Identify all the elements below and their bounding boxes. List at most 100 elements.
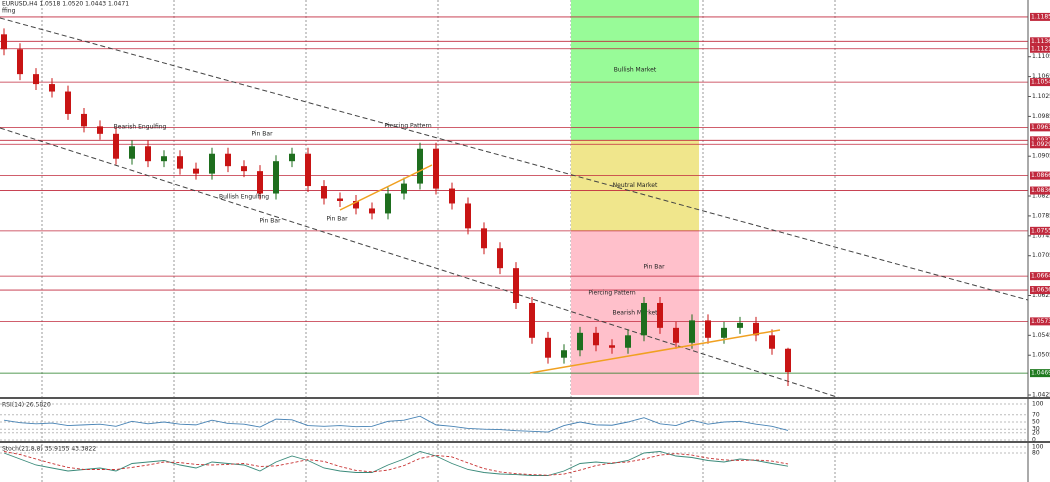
candles	[1, 28, 791, 387]
indicator-line	[3, 451, 789, 476]
candle-body	[465, 203, 471, 229]
candle-body	[449, 188, 455, 204]
level-label-box	[1030, 171, 1050, 180]
candle-body	[241, 166, 247, 172]
candle-body	[689, 320, 695, 343]
candle-body	[273, 161, 279, 194]
y-tick-label: 1.0825	[1032, 193, 1050, 200]
pattern-annotation: Pin Bar	[259, 218, 281, 225]
level-label: 1.0573	[1031, 318, 1050, 325]
pattern-annotation: Bearish Engulfing	[114, 124, 167, 131]
y-tick-label: 1.0785	[1032, 212, 1050, 219]
y-tick-label: 1.0745	[1032, 232, 1050, 239]
candle-body	[97, 126, 103, 134]
candle-body	[161, 156, 167, 162]
level-label-box	[1030, 123, 1050, 132]
candle-body	[577, 332, 583, 351]
level-label: 1.0963	[1031, 124, 1050, 131]
grid	[0, 16, 1028, 374]
candle-body	[353, 200, 359, 209]
chart-title: EURUSD,H4 1.0518 1.0520 1.0443 1.0471	[2, 1, 129, 8]
candle-body	[561, 350, 567, 358]
zone-label: Bearish Market	[612, 309, 658, 316]
candle-body	[369, 208, 375, 214]
level-label-box	[1030, 272, 1050, 281]
level-label: 1.1054	[1031, 79, 1050, 86]
zones: Bullish Market Neutral Market Bearish Mark…	[571, 0, 699, 396]
candle-body	[289, 153, 295, 162]
annotations: Bearish Engulfing Pin Bar Piercing Pattern…	[114, 123, 665, 297]
zone-label: Bullish Market	[614, 67, 657, 74]
level-label: 1.0929	[1031, 141, 1050, 148]
candle-body	[673, 327, 679, 343]
candle-body	[593, 332, 599, 346]
market-zone	[571, 0, 699, 141]
indicator-tick-label: 70	[1032, 411, 1040, 418]
level-label: 1.1185	[1031, 13, 1050, 20]
candle-body	[193, 168, 199, 174]
candle-body	[609, 345, 615, 348]
y-tick-label: 1.1065	[1032, 73, 1050, 80]
level-label-box	[1030, 44, 1050, 53]
candle-body	[625, 335, 631, 348]
candle-body	[417, 148, 423, 184]
candle-body	[177, 156, 183, 169]
support-line	[529, 329, 781, 374]
candle-body	[305, 153, 311, 187]
candle-body	[545, 337, 551, 358]
level-label: 1.0866	[1031, 172, 1050, 179]
pattern-annotation: Bullish Engulfing	[219, 194, 269, 201]
level-label: 1.1136	[1031, 38, 1050, 45]
candle-body	[529, 302, 535, 338]
level-label-box	[1030, 78, 1050, 87]
candle-body	[513, 268, 519, 303]
candle-body	[785, 348, 791, 373]
level-label: 1.0664	[1031, 273, 1050, 280]
level-label-box	[1030, 140, 1050, 149]
candle-body	[705, 320, 711, 338]
level-label: 1.0755	[1031, 227, 1050, 234]
candle-body	[481, 228, 487, 249]
y-tick-label: 1.0425	[1032, 392, 1050, 399]
candle-body	[737, 322, 743, 328]
pattern-annotation: Pin Bar	[643, 264, 665, 271]
candle-body	[1, 34, 7, 50]
candle-body	[497, 248, 503, 269]
candle-body	[657, 302, 663, 328]
candle-body	[721, 327, 727, 338]
candle-body	[209, 153, 215, 174]
candle-body	[385, 193, 391, 214]
candle-body	[321, 186, 327, 199]
support-line	[339, 164, 433, 211]
chart-subtitle: ffing	[2, 8, 16, 15]
stoch-title: Stoch(21,8,8) 35.9155 43.3822	[2, 446, 96, 453]
y-tick-label: 1.0905	[1032, 153, 1050, 160]
candle-body	[129, 146, 135, 159]
indicator-tick-label: 20	[1032, 429, 1040, 436]
candle-body	[257, 171, 263, 194]
candle-body	[145, 146, 151, 162]
level-label: 1.0469	[1031, 370, 1050, 377]
indicator-line	[3, 415, 789, 433]
price-axis: 1.1105 1.1065 1.1025 1.0985 1.0905 1.0825 1.07…	[1028, 12, 1050, 399]
rsi-title: RSI(14) 26.5820	[2, 402, 51, 409]
level-label: 1.0836	[1031, 187, 1050, 194]
candle-body	[401, 183, 407, 194]
market-zone	[571, 140, 699, 231]
indicator-tick-label: 80	[1032, 450, 1040, 457]
level-label-box	[1030, 226, 1050, 235]
level-label-box	[1030, 317, 1050, 326]
candle-body	[337, 198, 343, 201]
level-label-box	[1030, 37, 1050, 46]
candle-body	[769, 335, 775, 349]
level-label-box	[1030, 186, 1050, 195]
candle-body	[113, 133, 119, 159]
candle-body	[49, 84, 55, 92]
candle-body	[753, 322, 759, 336]
market-zone	[571, 230, 699, 396]
level-label: 1.1121	[1031, 45, 1050, 52]
candle-body	[17, 49, 23, 75]
candle-body	[81, 113, 87, 127]
